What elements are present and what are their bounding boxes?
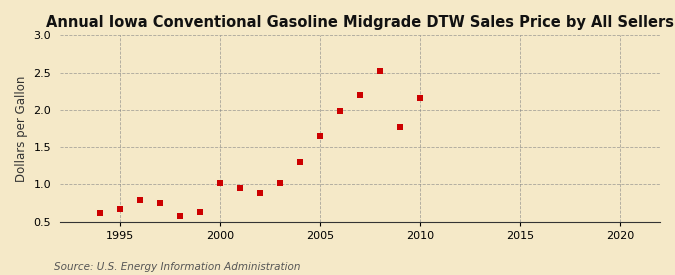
Title: Annual Iowa Conventional Gasoline Midgrade DTW Sales Price by All Sellers: Annual Iowa Conventional Gasoline Midgra… — [46, 15, 674, 30]
Text: Source: U.S. Energy Information Administration: Source: U.S. Energy Information Administ… — [54, 262, 300, 272]
Y-axis label: Dollars per Gallon: Dollars per Gallon — [15, 75, 28, 182]
